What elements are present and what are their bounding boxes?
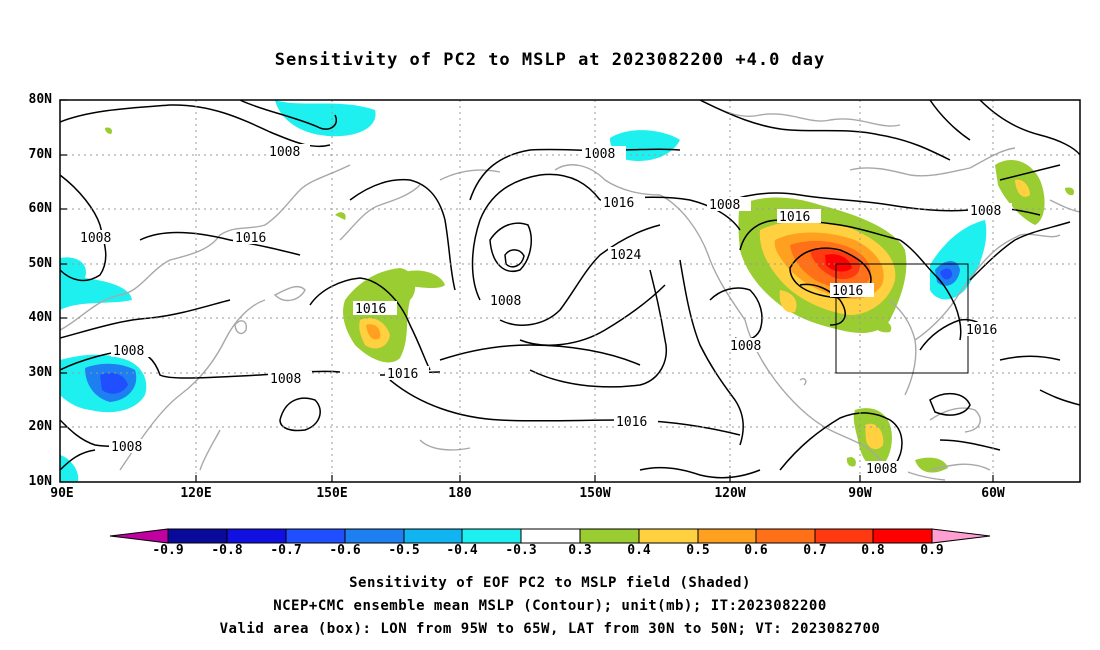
caption-line-3: Valid area (box): LON from 95W to 65W, L… [219, 621, 881, 637]
contour-label: 1008 [866, 462, 897, 477]
mslp-contours [60, 100, 1080, 479]
lon-label: 90W [848, 486, 872, 501]
lon-label: 150E [316, 486, 348, 501]
contour-label: 1008 [970, 204, 1001, 219]
contour-label: 1008 [709, 198, 740, 213]
colorbar [109, 528, 991, 544]
coastlines [60, 100, 1080, 481]
colorbar-swatch [461, 528, 522, 544]
contour-label: 1016 [603, 196, 634, 211]
lat-label: 70N [28, 147, 52, 162]
colorbar-label: 0.8 [861, 543, 885, 558]
colorbar-label: -0.6 [329, 543, 361, 558]
colorbar-swatch [344, 528, 405, 544]
lat-label: 80N [28, 92, 52, 107]
contour-label: 1016 [616, 415, 647, 430]
colorbar-label: -0.7 [270, 543, 302, 558]
contour-label: 1008 [730, 339, 761, 354]
caption-line-2: NCEP+CMC ensemble mean MSLP (Contour); u… [273, 598, 827, 614]
contour-label: 1016 [966, 323, 997, 338]
colorbar-swatch [403, 528, 463, 544]
contour-label: 1016 [355, 302, 386, 317]
colorbar-swatch [638, 528, 699, 544]
contour-label: 1008 [584, 147, 615, 162]
contour-label: 1008 [270, 372, 301, 387]
plot-frame [59, 99, 1081, 483]
contour-label: 1016 [832, 284, 863, 299]
map-title: Sensitivity of PC2 to MSLP at 2023082200… [274, 50, 826, 70]
contour-label: 1024 [610, 248, 641, 263]
colorbar-high-triangle [931, 528, 991, 544]
lon-label: 90E [50, 486, 74, 501]
contour-label: 1008 [269, 145, 300, 160]
contour-label: 1008 [490, 294, 521, 309]
colorbar-swatch [520, 528, 581, 544]
colorbar-swatch [226, 528, 287, 544]
colorbar-label: 0.7 [803, 543, 827, 558]
contour-label: 1008 [113, 344, 144, 359]
colorbar-label: -0.9 [152, 543, 184, 558]
lon-label: 180 [448, 486, 472, 501]
colorbar-label: -0.4 [446, 543, 478, 558]
shaded-sensitivity [60, 100, 1075, 482]
colorbar-label: 0.3 [568, 543, 592, 558]
colorbar-label: 0.6 [744, 543, 768, 558]
colorbar-swatch [872, 528, 933, 544]
colorbar-label: -0.8 [211, 543, 243, 558]
axis-ticks [60, 99, 994, 482]
colorbar-swatch [814, 528, 874, 544]
lon-label: 150W [579, 486, 611, 501]
colorbar-label: 0.9 [920, 543, 944, 558]
colorbar-label: 0.4 [627, 543, 651, 558]
colorbar-swatch [755, 528, 816, 544]
colorbar-label: 0.5 [686, 543, 710, 558]
colorbar-swatch [167, 528, 228, 544]
colorbar-swatch [285, 528, 346, 544]
colorbar-label: -0.3 [505, 543, 537, 558]
lat-label: 10N [28, 474, 52, 489]
lon-label: 60W [981, 486, 1005, 501]
caption-line-1: Sensitivity of EOF PC2 to MSLP field (Sh… [349, 575, 751, 591]
contour-labels: 1008 1008 1016 1008 1008 1016 1016 1016 … [78, 144, 1012, 477]
contour-label: 1008 [111, 440, 142, 455]
lat-label: 30N [28, 365, 52, 380]
valid-area-box [835, 263, 969, 374]
colorbar-swatch [697, 528, 757, 544]
lat-label: 60N [28, 201, 52, 216]
colorbar-label: -0.5 [388, 543, 420, 558]
lat-label: 50N [28, 256, 52, 271]
lat-label: 20N [28, 419, 52, 434]
colorbar-low-triangle [109, 528, 169, 544]
graticule [60, 100, 1080, 482]
contour-label: 1016 [387, 367, 418, 382]
colorbar-swatch [579, 528, 640, 544]
lon-label: 120E [180, 486, 212, 501]
contour-label: 1008 [80, 231, 111, 246]
contour-label: 1016 [779, 210, 810, 225]
lat-label: 40N [28, 310, 52, 325]
contour-label: 1016 [235, 231, 266, 246]
lon-label: 120W [714, 486, 746, 501]
